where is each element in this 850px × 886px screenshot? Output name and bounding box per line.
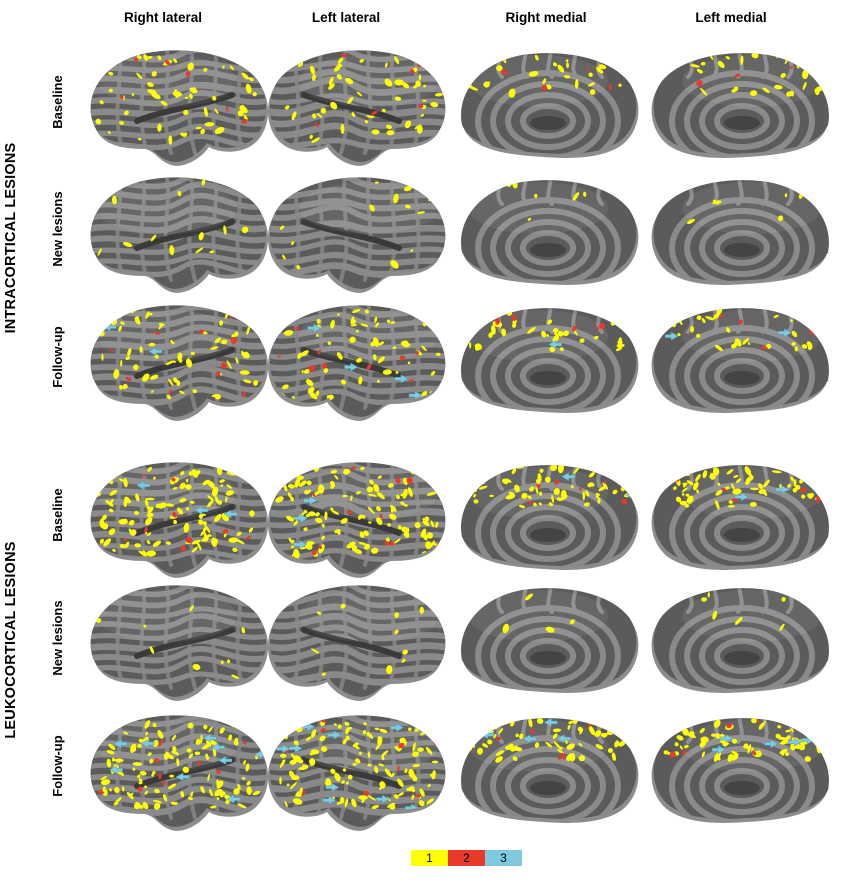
brain-render-22 [461,718,639,823]
brain-render-10 [461,308,639,413]
brain-render-21 [267,715,446,831]
legend-swatch-3: 3 [485,850,522,866]
legend-swatch-2: 2 [448,850,485,866]
column-header-left-lateral: Left lateral [311,10,381,25]
legend-swatch-1: 1 [411,850,448,866]
brain-render-1 [267,50,446,166]
brain-render-15 [651,465,829,570]
brain-render-5 [267,177,446,293]
brain-render-9 [267,305,446,421]
brain-render-16 [90,585,269,701]
brain-render-4 [90,177,269,293]
brain-render-3 [651,53,829,158]
brain-render-23 [651,718,829,823]
brain-render-8 [90,305,269,421]
brain-render-0 [90,50,269,166]
brain-render-12 [90,462,269,578]
brain-render-18 [461,588,639,693]
column-header-left-medial: Left medial [695,10,767,25]
brain-render-14 [461,465,639,570]
brain-render-11 [651,308,829,413]
brain-render-19 [651,588,829,693]
brain-render-7 [651,180,829,285]
column-header-right-medial: Right medial [505,10,587,25]
brain-render-13 [267,462,446,578]
brain-render-2 [461,53,639,158]
brain-render-6 [461,180,639,285]
brain-render-17 [267,585,446,701]
brain-render-20 [90,715,269,831]
column-header-right-lateral: Right lateral [123,10,202,25]
lesion-frequency-legend: 1 2 3 [411,850,522,866]
